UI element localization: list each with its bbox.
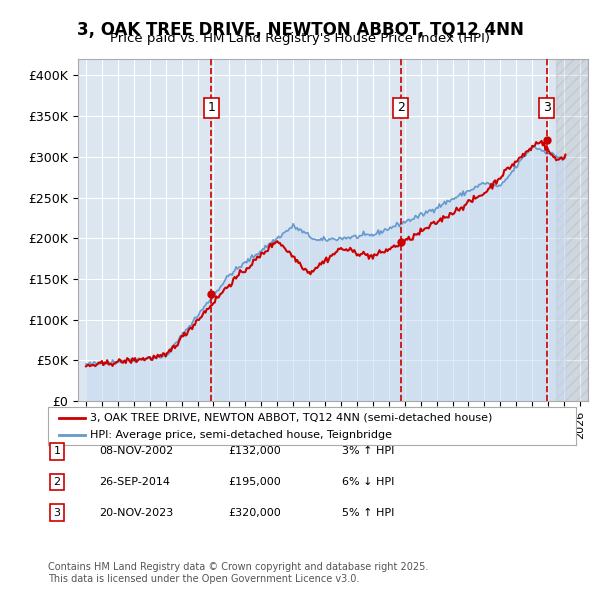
Text: 3: 3 bbox=[53, 508, 61, 517]
Text: 3: 3 bbox=[542, 101, 551, 114]
Text: 1: 1 bbox=[207, 101, 215, 114]
Text: Price paid vs. HM Land Registry's House Price Index (HPI): Price paid vs. HM Land Registry's House … bbox=[110, 32, 490, 45]
Text: 26-SEP-2014: 26-SEP-2014 bbox=[99, 477, 170, 487]
Text: £320,000: £320,000 bbox=[228, 508, 281, 517]
Text: 3, OAK TREE DRIVE, NEWTON ABBOT, TQ12 4NN (semi-detached house): 3, OAK TREE DRIVE, NEWTON ABBOT, TQ12 4N… bbox=[90, 413, 493, 423]
Text: 2: 2 bbox=[53, 477, 61, 487]
Text: 5% ↑ HPI: 5% ↑ HPI bbox=[342, 508, 394, 517]
Text: HPI: Average price, semi-detached house, Teignbridge: HPI: Average price, semi-detached house,… bbox=[90, 430, 392, 440]
Text: 6% ↓ HPI: 6% ↓ HPI bbox=[342, 477, 394, 487]
Text: 20-NOV-2023: 20-NOV-2023 bbox=[99, 508, 173, 517]
Text: 3, OAK TREE DRIVE, NEWTON ABBOT, TQ12 4NN: 3, OAK TREE DRIVE, NEWTON ABBOT, TQ12 4N… bbox=[77, 21, 523, 39]
Text: 3% ↑ HPI: 3% ↑ HPI bbox=[342, 447, 394, 456]
Text: 1: 1 bbox=[53, 447, 61, 456]
Text: Contains HM Land Registry data © Crown copyright and database right 2025.
This d: Contains HM Land Registry data © Crown c… bbox=[48, 562, 428, 584]
Text: 08-NOV-2002: 08-NOV-2002 bbox=[99, 447, 173, 456]
Text: £132,000: £132,000 bbox=[228, 447, 281, 456]
Text: £195,000: £195,000 bbox=[228, 477, 281, 487]
Text: 2: 2 bbox=[397, 101, 404, 114]
